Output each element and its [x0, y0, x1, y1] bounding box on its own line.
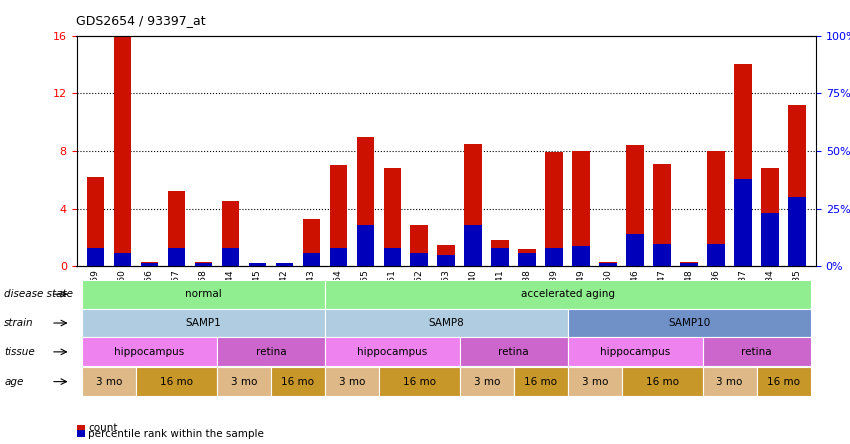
- Bar: [546, 152, 563, 266]
- Bar: [680, 263, 698, 266]
- Bar: [464, 225, 482, 266]
- Bar: [680, 262, 698, 266]
- Text: SAMP10: SAMP10: [668, 318, 711, 328]
- Bar: [438, 255, 455, 266]
- Bar: [788, 105, 806, 266]
- Text: SAMP1: SAMP1: [185, 318, 221, 328]
- Bar: [383, 168, 401, 266]
- Text: retina: retina: [741, 347, 772, 357]
- Text: 16 mo: 16 mo: [646, 377, 678, 387]
- Text: 16 mo: 16 mo: [524, 377, 558, 387]
- Bar: [411, 225, 428, 266]
- Text: hippocampus: hippocampus: [114, 347, 184, 357]
- Text: count: count: [88, 424, 118, 433]
- Text: hippocampus: hippocampus: [600, 347, 671, 357]
- Bar: [356, 137, 374, 266]
- Text: retina: retina: [256, 347, 286, 357]
- Bar: [87, 177, 105, 266]
- Bar: [275, 263, 293, 266]
- Bar: [491, 248, 509, 266]
- Bar: [275, 264, 293, 266]
- Text: tissue: tissue: [4, 347, 35, 357]
- Bar: [140, 263, 158, 266]
- Bar: [114, 253, 131, 266]
- Text: 3 mo: 3 mo: [717, 377, 743, 387]
- Text: 16 mo: 16 mo: [767, 377, 800, 387]
- Bar: [222, 248, 239, 266]
- Bar: [464, 144, 482, 266]
- Bar: [167, 191, 185, 266]
- Bar: [518, 249, 536, 266]
- Bar: [140, 262, 158, 266]
- Bar: [626, 234, 644, 266]
- Text: age: age: [4, 377, 24, 387]
- Bar: [411, 253, 428, 266]
- Bar: [572, 246, 590, 266]
- Bar: [572, 151, 590, 266]
- Bar: [546, 248, 563, 266]
- Bar: [707, 245, 725, 266]
- Bar: [114, 36, 131, 266]
- Bar: [330, 166, 347, 266]
- Text: strain: strain: [4, 318, 34, 328]
- Text: 16 mo: 16 mo: [281, 377, 314, 387]
- Bar: [438, 245, 455, 266]
- Bar: [762, 168, 779, 266]
- Bar: [654, 245, 671, 266]
- Text: accelerated aging: accelerated aging: [521, 289, 615, 299]
- Bar: [788, 197, 806, 266]
- Bar: [762, 213, 779, 266]
- Bar: [734, 64, 752, 266]
- Bar: [654, 164, 671, 266]
- Bar: [707, 151, 725, 266]
- Bar: [167, 248, 185, 266]
- Text: disease state: disease state: [4, 289, 73, 299]
- Bar: [491, 241, 509, 266]
- Text: 3 mo: 3 mo: [230, 377, 257, 387]
- Bar: [195, 263, 212, 266]
- Text: percentile rank within the sample: percentile rank within the sample: [88, 429, 264, 439]
- Bar: [222, 202, 239, 266]
- Bar: [195, 262, 212, 266]
- Bar: [356, 225, 374, 266]
- Text: 16 mo: 16 mo: [403, 377, 436, 387]
- Text: hippocampus: hippocampus: [357, 347, 428, 357]
- Bar: [518, 253, 536, 266]
- Bar: [303, 253, 320, 266]
- Bar: [303, 219, 320, 266]
- Text: 3 mo: 3 mo: [338, 377, 365, 387]
- Bar: [626, 145, 644, 266]
- Bar: [734, 178, 752, 266]
- Bar: [330, 248, 347, 266]
- Text: 3 mo: 3 mo: [96, 377, 122, 387]
- Text: 16 mo: 16 mo: [160, 377, 193, 387]
- Text: GDS2654 / 93397_at: GDS2654 / 93397_at: [76, 14, 206, 27]
- Bar: [87, 248, 105, 266]
- Text: 3 mo: 3 mo: [581, 377, 608, 387]
- Bar: [383, 248, 401, 266]
- Text: normal: normal: [185, 289, 222, 299]
- Text: 3 mo: 3 mo: [473, 377, 500, 387]
- Text: SAMP8: SAMP8: [428, 318, 464, 328]
- Text: retina: retina: [498, 347, 529, 357]
- Bar: [599, 263, 617, 266]
- Bar: [248, 263, 266, 266]
- Bar: [248, 264, 266, 266]
- Bar: [599, 262, 617, 266]
